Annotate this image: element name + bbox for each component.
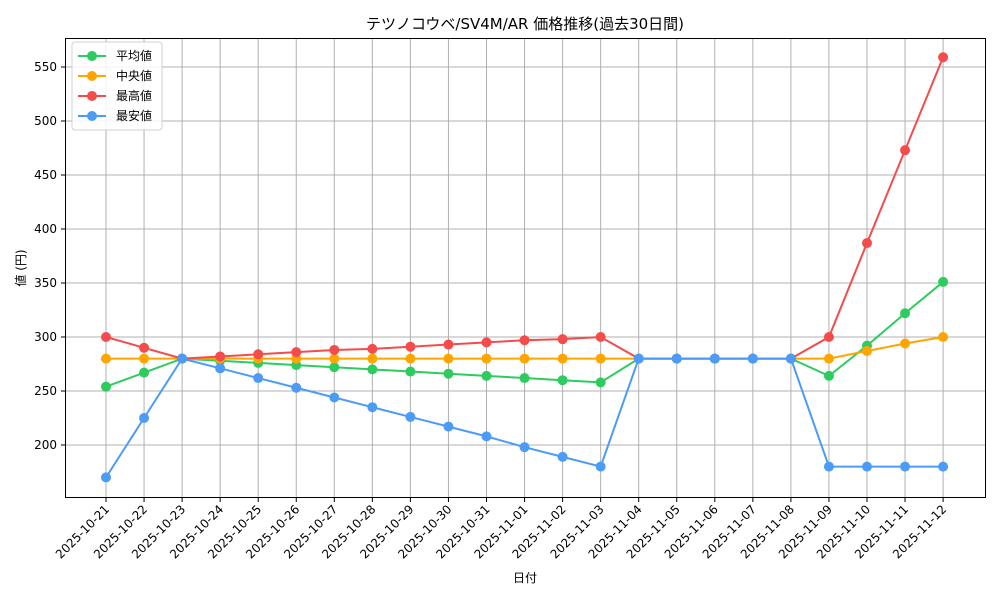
y-tick-label: 500 <box>34 114 57 128</box>
data-point <box>443 353 454 364</box>
data-point <box>367 364 378 375</box>
legend-label: 最高値 <box>116 88 152 103</box>
data-point <box>900 145 911 156</box>
data-point <box>519 353 530 364</box>
data-point <box>862 346 872 357</box>
legend-marker <box>87 51 97 61</box>
data-point <box>785 353 796 364</box>
data-point <box>671 353 682 364</box>
y-tick-label: 550 <box>34 60 57 74</box>
legend-marker <box>87 111 97 121</box>
data-point <box>139 353 150 364</box>
data-point <box>938 461 949 472</box>
legend-label: 最安値 <box>116 108 152 123</box>
data-point <box>557 375 568 386</box>
data-point <box>329 344 340 355</box>
data-point <box>938 52 949 63</box>
data-point <box>557 334 568 345</box>
data-point <box>481 353 492 364</box>
data-point <box>329 353 340 364</box>
data-point <box>101 353 111 364</box>
data-point <box>329 392 340 403</box>
data-point <box>101 381 111 392</box>
data-point <box>329 362 340 373</box>
data-point <box>215 363 226 374</box>
legend-box <box>71 41 163 131</box>
legend-marker <box>87 91 97 101</box>
data-point <box>900 338 911 349</box>
data-point <box>367 402 378 413</box>
data-point <box>291 382 302 393</box>
data-point <box>443 421 454 432</box>
legend-label: 平均値 <box>116 48 152 63</box>
data-point <box>367 353 378 364</box>
data-point <box>519 373 530 384</box>
data-point <box>253 349 264 360</box>
data-point <box>823 353 834 364</box>
chart-title: テツノコウベ/SV4M/AR 価格推移(過去30日間) <box>366 15 684 33</box>
data-point <box>823 461 834 472</box>
data-series <box>101 52 949 483</box>
data-point <box>595 377 606 388</box>
data-point <box>139 413 150 423</box>
y-axis-ticks: 200 250 300 350 400 450 500 550 <box>34 60 65 452</box>
data-point <box>481 431 492 442</box>
data-point <box>481 370 492 381</box>
data-point <box>862 461 872 472</box>
legend-label: 中央値 <box>116 68 152 83</box>
data-point <box>291 347 302 358</box>
y-tick-label: 450 <box>34 168 57 182</box>
y-tick-label: 400 <box>34 222 57 236</box>
data-point <box>747 353 758 364</box>
data-point <box>101 332 111 342</box>
data-point <box>823 332 834 342</box>
data-point <box>405 366 416 377</box>
data-point <box>253 373 264 384</box>
data-point <box>101 472 111 483</box>
data-point <box>557 353 568 364</box>
data-point <box>938 332 949 342</box>
data-point <box>595 332 606 342</box>
data-point <box>519 442 530 453</box>
data-point <box>215 351 226 362</box>
data-point <box>443 339 454 350</box>
series-line <box>101 353 949 483</box>
y-tick-label: 300 <box>34 330 57 344</box>
data-point <box>823 370 834 381</box>
data-point <box>443 368 454 379</box>
data-point <box>519 335 530 346</box>
data-point <box>405 411 416 422</box>
data-point <box>595 461 606 472</box>
y-tick-label: 350 <box>34 276 57 290</box>
data-point <box>139 367 150 378</box>
legend-marker <box>87 71 97 81</box>
data-point <box>481 337 492 348</box>
data-point <box>139 342 150 353</box>
data-point <box>862 238 872 249</box>
y-tick-label: 250 <box>34 384 57 398</box>
plot-frame <box>65 38 986 498</box>
x-axis-label: 日付 <box>513 571 537 585</box>
data-point <box>405 341 416 352</box>
data-point <box>557 451 568 462</box>
y-axis-label: 値 (円) <box>13 249 28 286</box>
y-tick-label: 200 <box>34 438 57 452</box>
data-point <box>177 353 188 364</box>
data-point <box>367 343 378 354</box>
data-point <box>595 353 606 364</box>
data-point <box>938 276 949 287</box>
data-point <box>405 353 416 364</box>
data-point <box>709 353 720 364</box>
data-point <box>633 353 644 364</box>
data-point <box>900 461 911 472</box>
data-point <box>900 308 911 319</box>
